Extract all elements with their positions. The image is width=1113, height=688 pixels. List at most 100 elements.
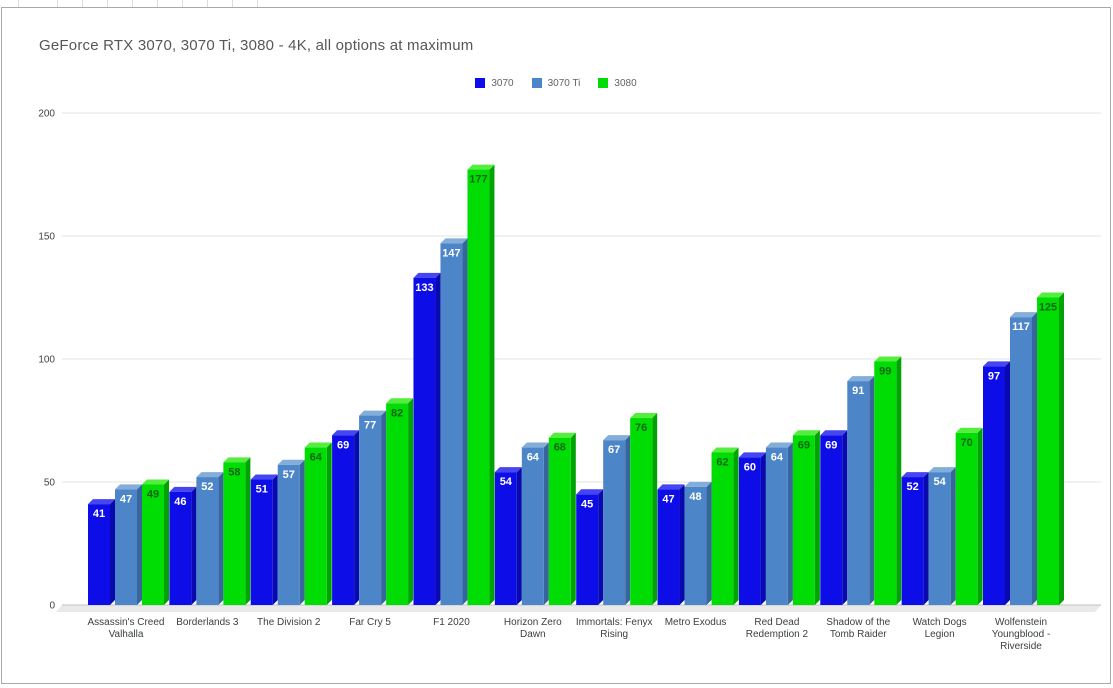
bar-3080[interactable]: 49 [142,479,169,605]
bar-3070-ti[interactable]: 67 [603,435,631,605]
bar-3070-ti[interactable]: 77 [359,410,387,605]
bar-3080[interactable]: 82 [386,398,414,605]
spreadsheet-column-tick [257,0,258,7]
bar-3070-ti[interactable]: 117 [1010,312,1037,605]
bar-front-face [684,486,707,605]
bar-front-face [847,381,870,605]
bar-3080[interactable]: 99 [874,356,902,605]
bar-top-face [359,410,387,416]
bar-3070[interactable]: 45 [576,489,604,605]
bar-3070[interactable]: 41 [88,499,115,605]
bar-side-face [110,499,115,605]
bar-side-face [923,472,929,605]
bar-3070[interactable]: 97 [983,361,1010,605]
bar-side-face [164,479,169,605]
bar-top-face [820,430,848,436]
bar-3070[interactable]: 47 [657,484,685,605]
bar-3070-ti[interactable]: 47 [115,484,142,605]
bar-3070-ti[interactable]: 91 [847,376,875,605]
bar-front-face [115,489,137,605]
bar-side-face [299,459,305,605]
bar-3070[interactable]: 54 [494,467,522,605]
bar-3080[interactable]: 70 [955,427,983,605]
bar-front-face [901,477,924,605]
bar-3070[interactable]: 133 [413,272,441,605]
bar-side-face [869,376,875,605]
spreadsheet-column-tick [107,0,108,7]
bar-side-face [1059,292,1064,605]
bar-3080[interactable]: 125 [1037,292,1064,606]
bar-top-face [901,472,929,478]
bar-side-face [950,467,956,605]
bar-3070[interactable]: 69 [332,430,360,605]
bar-3080[interactable]: 68 [548,432,576,605]
bar-top-face [983,361,1010,367]
bar-top-face [684,481,712,487]
x-category-label: F1 2020 [433,617,470,628]
bar-3070-ti[interactable]: 54 [928,467,956,605]
bar-value-label: 54 [934,476,947,488]
bar-side-face [896,356,902,605]
x-category-label: Rising [600,629,628,640]
bar-value-label: 97 [988,370,1000,382]
legend-swatch-icon [598,78,609,88]
bar-3070-ti[interactable]: 64 [765,442,793,605]
bar-3080[interactable]: 62 [711,447,739,605]
legend-item-3080: 3080 [598,78,637,89]
x-category-label: Horizon Zero [504,617,562,628]
bar-3070-ti[interactable]: 57 [277,459,305,605]
bar-front-face [413,277,436,605]
bar-3070-ti[interactable]: 48 [684,481,712,605]
bar-front-face [738,457,761,605]
bar-value-label: 64 [771,452,784,464]
bar-value-label: 117 [1012,321,1030,333]
bar-3080[interactable]: 69 [792,430,820,605]
bar-3080[interactable]: 177 [467,164,495,605]
bar-value-label: 91 [852,385,864,397]
bar-side-face [489,164,495,605]
bar-top-face [467,164,495,170]
chart-legend: 3070 3070 Ti 3080 [2,76,1110,90]
bar-side-face [1032,312,1037,605]
bar-top-face [630,413,658,419]
x-category-label: Far Cry 5 [349,617,391,628]
legend-swatch-icon [475,78,486,88]
bar-top-face [250,474,278,480]
bar-3080[interactable]: 64 [304,442,332,605]
bar-3070[interactable]: 69 [820,430,848,605]
chart-title: GeForce RTX 3070, 3070 Ti, 3080 - 4K, al… [39,37,474,54]
bar-value-label: 49 [147,488,159,500]
x-category-label: Assassin's Creed [88,617,165,628]
bar-side-face [652,413,658,605]
bar-front-face [1010,317,1032,605]
bar-top-face [657,484,685,490]
bar-front-face [711,452,734,605]
bar-front-face [440,243,463,605]
bar-3070-ti[interactable]: 64 [521,442,549,605]
bar-3080[interactable]: 76 [630,413,658,605]
bar-front-face [765,447,788,605]
legend-swatch-icon [531,78,542,88]
bar-front-face [630,418,653,605]
bar-3070-ti[interactable]: 147 [440,238,468,605]
bar-3070[interactable]: 52 [901,472,929,605]
x-category-label: Redemption 2 [746,629,809,640]
bar-front-face [332,435,355,605]
bar-front-face [142,484,164,605]
spreadsheet-column-tick [157,0,158,7]
bar-value-label: 47 [120,493,132,505]
bar-3070[interactable]: 60 [738,452,766,605]
bar-3070-ti[interactable]: 52 [196,472,224,605]
bar-top-face [440,238,468,244]
bar-3080[interactable]: 58 [223,457,251,605]
x-category-label: Wolfenstein [995,617,1047,628]
bar-top-face [169,486,197,492]
bar-front-face [1037,297,1059,605]
bar-top-face [521,442,549,448]
bar-3070[interactable]: 51 [250,474,278,605]
spreadsheet-column-tick [18,0,19,7]
bar-3070[interactable]: 46 [169,486,197,605]
x-category-label: Red Dead [754,617,799,628]
bar-front-face [548,437,571,605]
